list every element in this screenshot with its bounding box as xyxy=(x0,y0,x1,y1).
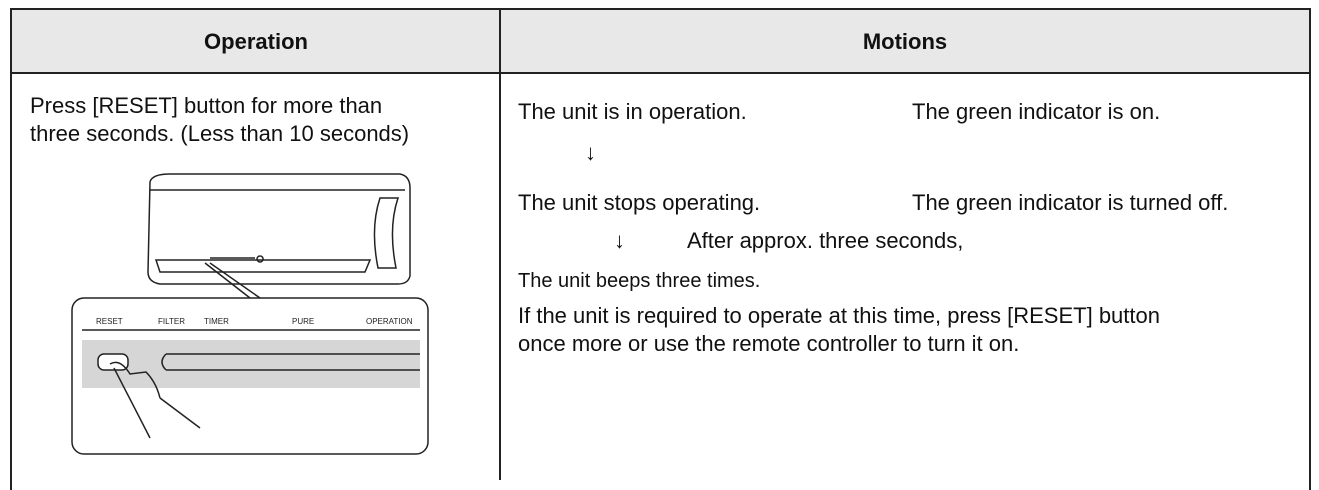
motion-action: The unit is in operation. xyxy=(518,99,747,124)
page: Operation Motions Press [RESET] button f… xyxy=(10,8,1311,490)
header-motions: Motions xyxy=(862,29,948,54)
arrow: ↓ xyxy=(585,140,596,165)
note-text: once more or use the remote controller t… xyxy=(518,331,1020,356)
note-text: If the unit is required to operate at th… xyxy=(518,303,1160,328)
panel-label: RESET xyxy=(96,317,123,326)
table-border xyxy=(10,8,1311,490)
header-operation: Operation xyxy=(204,29,308,54)
illustration: RESET FILTER TIMER PURE OPERATION xyxy=(71,173,429,455)
motion-indicator: The green indicator is turned off. xyxy=(912,190,1229,215)
beep-text: The unit beeps three times. xyxy=(518,270,761,292)
motion-action: The unit stops operating. xyxy=(518,190,761,215)
panel-label: FILTER xyxy=(158,317,185,326)
delay-text: After approx. three seconds, xyxy=(687,228,964,253)
operation-text: three seconds. (Less than 10 seconds) xyxy=(30,121,410,146)
operation-text: Press [RESET] button for more than xyxy=(30,93,383,118)
panel-label: PURE xyxy=(292,317,314,326)
column-divider xyxy=(499,10,501,480)
motion-indicator: The green indicator is on. xyxy=(912,99,1161,124)
panel-label: OPERATION xyxy=(366,317,413,326)
header-row xyxy=(12,10,1309,74)
panel-label: TIMER xyxy=(204,317,229,326)
arrow: ↓ xyxy=(614,228,625,253)
